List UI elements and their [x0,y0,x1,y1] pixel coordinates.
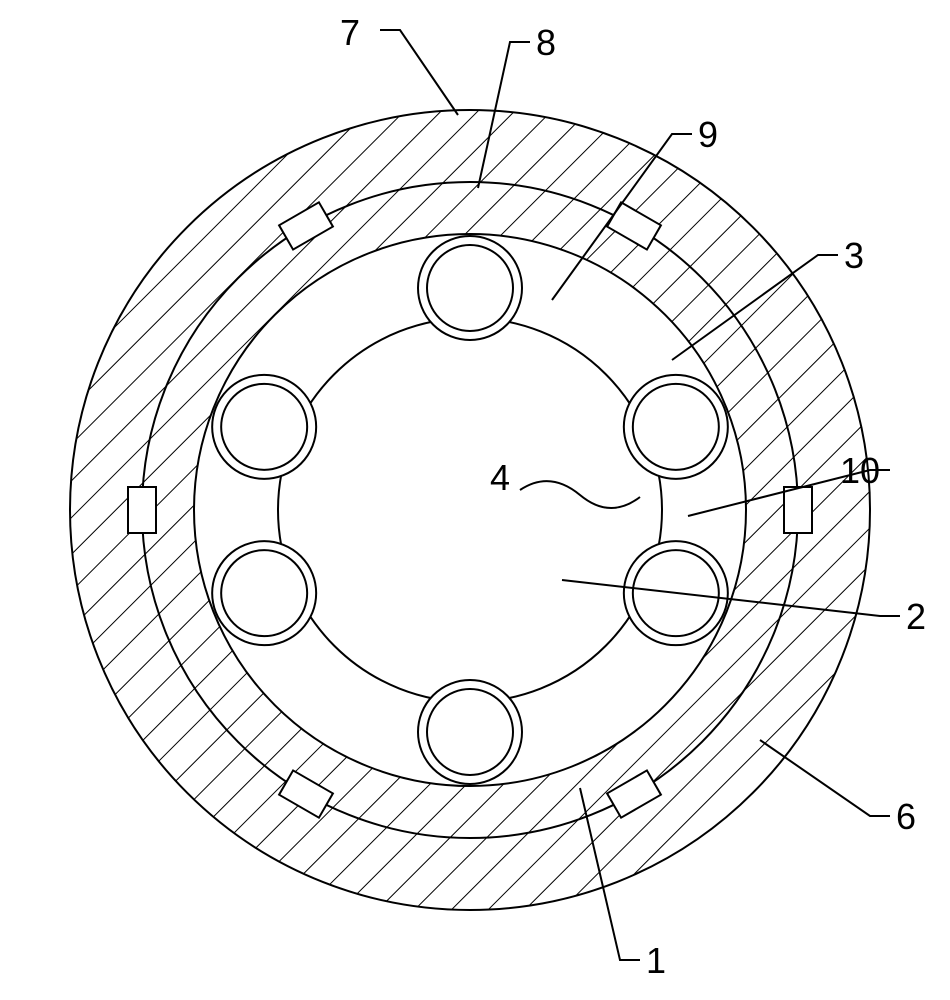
callout-label: 7 [340,12,360,53]
cross-section-diagram: 7 8 9 3 4 10 2 6 1 [0,0,950,1000]
callout-label: 1 [646,940,666,981]
callout-label: 6 [896,796,916,837]
connector-notch [128,487,156,533]
connector-notch [784,487,812,533]
callout-label: 10 [840,450,880,491]
callout-label: 4 [490,457,510,498]
callout-label: 9 [698,114,718,155]
callout-label: 8 [536,22,556,63]
callout-label: 2 [906,596,926,637]
callout-label: 3 [844,235,864,276]
